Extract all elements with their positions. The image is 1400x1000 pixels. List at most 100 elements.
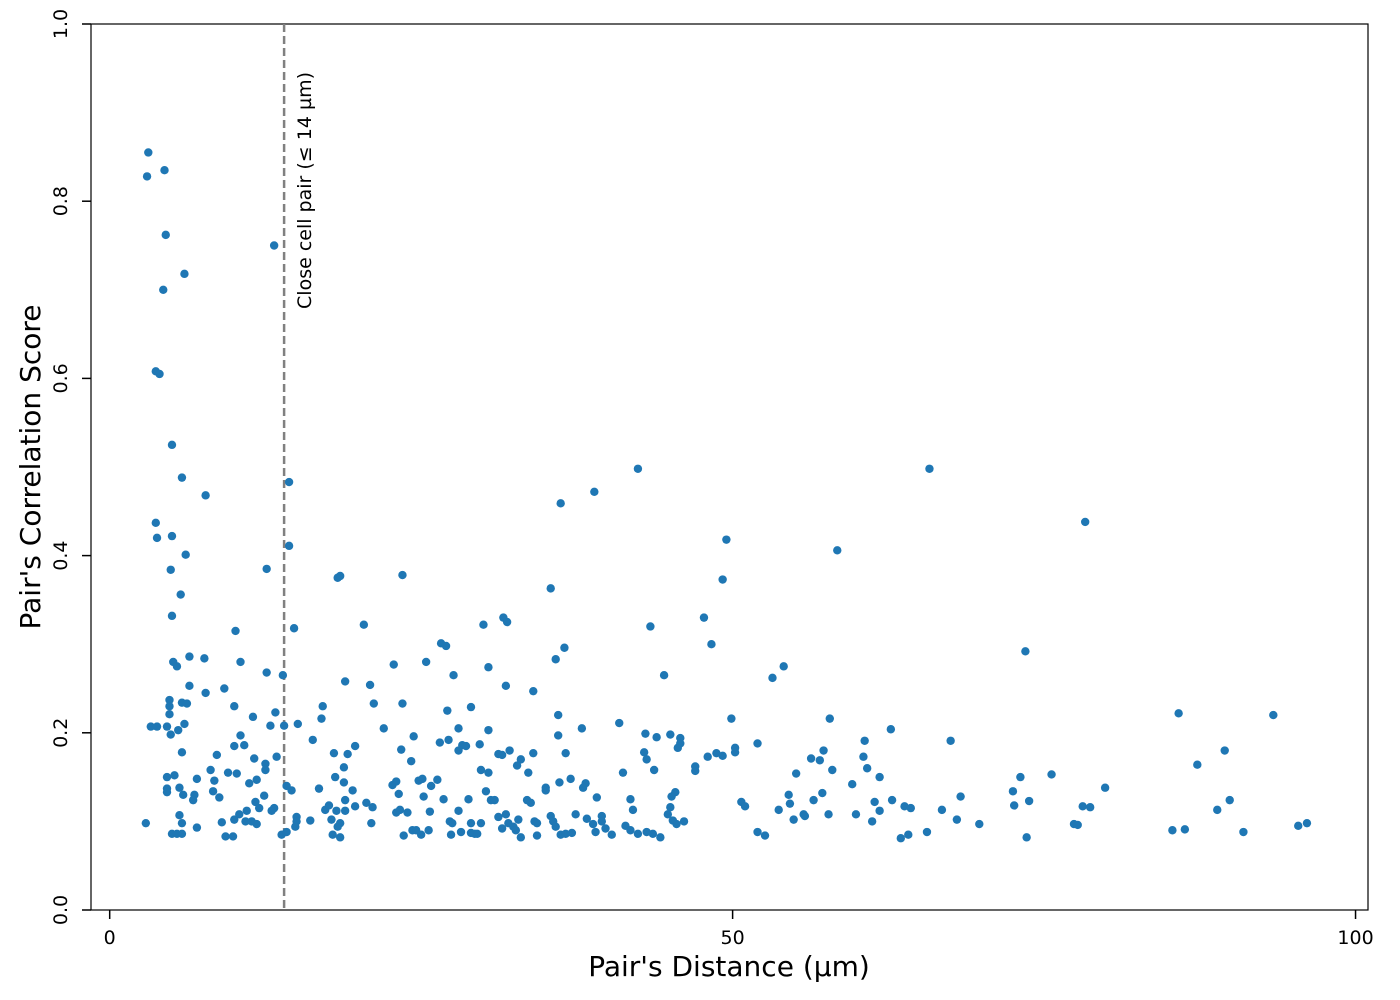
data-point (906, 803, 915, 813)
data-point (566, 774, 575, 784)
y-axis-ticks: 0.0 0.2 0.4 0.6 0.8 1.0 (50, 9, 91, 925)
data-point (578, 783, 588, 792)
data-point (167, 440, 177, 450)
data-point (551, 655, 560, 664)
data-point (409, 732, 418, 741)
data-point (642, 755, 651, 764)
data-point (718, 751, 727, 761)
data-point (867, 817, 877, 826)
data-point (282, 827, 291, 837)
data-point (236, 657, 245, 667)
data-point (722, 535, 731, 544)
data-point (601, 824, 610, 833)
data-point (444, 735, 453, 745)
data-point (236, 731, 245, 740)
data-point (561, 829, 570, 839)
data-point (230, 702, 239, 711)
data-point (567, 828, 577, 838)
data-point (1047, 770, 1056, 779)
data-point (501, 681, 511, 691)
data-point (261, 765, 270, 775)
data-point (481, 787, 491, 796)
data-point (862, 764, 872, 773)
data-point (1100, 783, 1110, 792)
data-point (597, 817, 606, 826)
data-point (475, 740, 484, 749)
data-point (484, 768, 493, 777)
data-point (656, 833, 665, 842)
y-tick-label: 0.6 (50, 363, 72, 393)
data-point (339, 778, 349, 787)
data-point (937, 805, 947, 815)
data-point (335, 833, 345, 842)
data-point (815, 756, 825, 765)
data-point (663, 810, 673, 819)
data-point (577, 724, 587, 733)
data-point (333, 822, 342, 831)
data-point (200, 654, 209, 663)
data-point (424, 826, 433, 835)
data-point (162, 772, 172, 782)
data-point (466, 818, 476, 828)
data-point (1078, 802, 1087, 811)
data-point (419, 792, 428, 801)
data-point (192, 774, 202, 784)
data-point (446, 830, 456, 839)
data-point (165, 695, 174, 705)
data-point (1193, 760, 1202, 769)
data-point (679, 817, 689, 826)
data-point (649, 765, 659, 775)
data-point (860, 736, 869, 745)
data-point (141, 818, 151, 828)
data-point (809, 795, 818, 805)
data-point (476, 818, 486, 828)
data-point (201, 688, 210, 698)
data-point (1213, 805, 1222, 815)
data-point (633, 829, 643, 839)
data-point (397, 745, 406, 754)
data-point (628, 805, 638, 815)
data-point (398, 699, 407, 708)
data-point (146, 722, 156, 731)
data-point (476, 765, 486, 775)
data-point (178, 790, 188, 800)
data-point (262, 668, 271, 677)
data-point (560, 643, 569, 652)
data-point (269, 241, 279, 250)
data-point (505, 746, 514, 755)
data-point (691, 766, 700, 776)
data-point (454, 806, 463, 815)
data-point (230, 815, 239, 824)
data-point (254, 803, 264, 813)
data-point (362, 798, 371, 807)
data-point (328, 830, 337, 839)
data-point (188, 795, 198, 805)
data-point (228, 832, 238, 841)
data-point (223, 768, 233, 777)
data-point (501, 810, 511, 819)
data-point (639, 748, 649, 757)
data-point (252, 819, 261, 829)
x-tick-label: 100 (1337, 927, 1373, 949)
data-point (165, 702, 174, 711)
data-point (433, 775, 442, 784)
data-point (848, 779, 857, 789)
data-point (529, 748, 538, 758)
data-point (240, 741, 249, 750)
y-tick-label: 0.0 (50, 895, 72, 925)
data-point (648, 829, 658, 839)
data-point (546, 584, 555, 593)
data-point (922, 827, 932, 837)
data-point (443, 706, 452, 715)
data-point (395, 805, 405, 815)
data-point (514, 815, 523, 824)
data-point (870, 797, 879, 807)
data-point (343, 749, 352, 759)
data-point (287, 786, 296, 795)
data-point (1180, 825, 1190, 834)
data-point (1008, 787, 1018, 796)
data-point (392, 777, 401, 786)
data-point (340, 806, 350, 815)
data-point (267, 806, 276, 815)
